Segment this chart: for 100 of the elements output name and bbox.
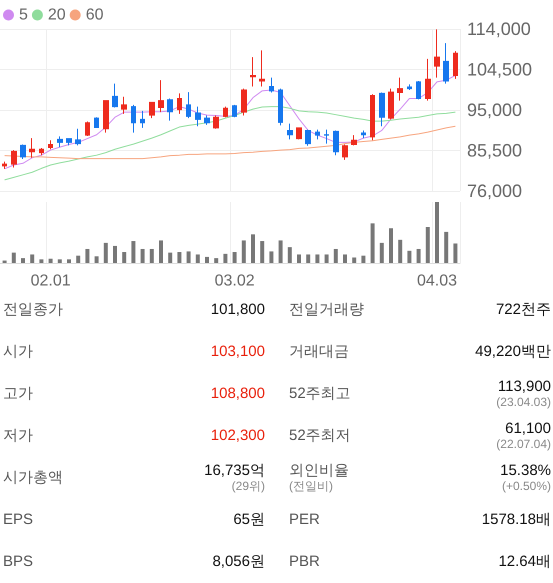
text: 722천주 (496, 301, 551, 318)
y-tick-label: 104,500 (467, 60, 532, 80)
candlestick (223, 106, 228, 118)
bar (58, 259, 62, 263)
candlestick (204, 115, 210, 126)
line-series (4, 74, 456, 170)
bar (177, 252, 182, 263)
candlestick (324, 129, 329, 144)
text: 1578.18배 (482, 511, 551, 528)
candlestick (287, 123, 293, 140)
bar (398, 240, 402, 263)
candlestick (305, 129, 311, 146)
bar (288, 247, 292, 263)
category-label: 거래대금 (289, 343, 349, 360)
bar (315, 254, 320, 263)
text: 108,800 (210, 385, 265, 402)
category-label: 외인비율 (전일비) (289, 462, 349, 493)
bar (12, 252, 16, 263)
bar (223, 254, 228, 263)
text: 8,056원 (212, 553, 265, 570)
candlestick (149, 101, 155, 119)
candlestick (278, 88, 283, 126)
bar (168, 252, 172, 263)
text: 16,735억 (29위) (204, 462, 265, 493)
category-label: 52주최저 (289, 427, 351, 444)
category-label: 고가 (3, 385, 33, 402)
legend-label: 20 (48, 6, 66, 24)
candlestick (20, 144, 26, 160)
candlestick (112, 83, 118, 108)
candlestick (232, 104, 237, 118)
bar (140, 248, 145, 263)
candlestick (397, 77, 403, 102)
category-label: 전일거래량 (289, 301, 364, 318)
category-label: PBR (289, 553, 320, 570)
bar (407, 250, 412, 263)
candlestick (296, 127, 302, 140)
y-tick-label: 85,500 (467, 140, 522, 160)
text: 12.64배 (498, 553, 551, 570)
x-tick-label: 04.03 (416, 272, 458, 290)
x-tick-label: 03.02 (214, 272, 255, 290)
candlestick (361, 130, 366, 139)
category-label: 전일종가 (3, 301, 63, 318)
bar (232, 252, 237, 263)
bar (370, 223, 375, 263)
bar (214, 258, 218, 263)
bar (242, 240, 246, 263)
bar (113, 246, 117, 263)
bar (186, 251, 191, 263)
bar (30, 254, 34, 263)
bar (416, 248, 421, 263)
text: 101,800 (210, 301, 265, 318)
candlestick (66, 138, 72, 146)
candlestick (351, 134, 357, 146)
bar (131, 241, 136, 263)
candlestick (39, 147, 44, 156)
candlestick (2, 161, 7, 170)
category-label: BPS (3, 553, 34, 570)
bar (269, 251, 274, 263)
candlestick (103, 100, 109, 134)
candlestick (443, 42, 449, 84)
bar (67, 259, 71, 263)
x-tick-label: 02.01 (30, 272, 71, 290)
candlestick (11, 150, 17, 168)
candlestick (29, 138, 35, 158)
bar (297, 254, 301, 263)
candlestick (94, 116, 99, 128)
bar (21, 258, 25, 263)
candlestick (407, 84, 412, 90)
y-tick-label: 95,000 (467, 100, 522, 120)
category-label: PER (289, 511, 320, 528)
bar (324, 254, 329, 263)
candlestick (48, 140, 53, 150)
candlestick (177, 92, 182, 114)
candlestick (333, 130, 339, 156)
line-series (4, 126, 456, 160)
candlestick (121, 96, 127, 114)
candlestick (315, 129, 320, 140)
bar (278, 240, 283, 263)
bar (306, 254, 310, 263)
candlestick (75, 128, 81, 146)
bar (39, 259, 44, 263)
candlestick (85, 121, 90, 137)
y-tick-label: 114,000 (467, 19, 531, 39)
candlestick (342, 144, 348, 160)
bar (343, 254, 347, 263)
bar (196, 254, 200, 263)
bar (352, 258, 356, 263)
candlestick (379, 92, 385, 127)
bar (94, 256, 99, 263)
bar (260, 241, 264, 263)
bar (453, 243, 458, 263)
text: 103,100 (210, 343, 265, 360)
candlestick (140, 110, 145, 128)
bar (361, 256, 366, 263)
line-series (4, 106, 456, 180)
bar (205, 256, 209, 263)
candlestick (57, 136, 63, 148)
bar (334, 248, 338, 263)
bar (104, 242, 108, 263)
text: 102,300 (210, 427, 265, 444)
